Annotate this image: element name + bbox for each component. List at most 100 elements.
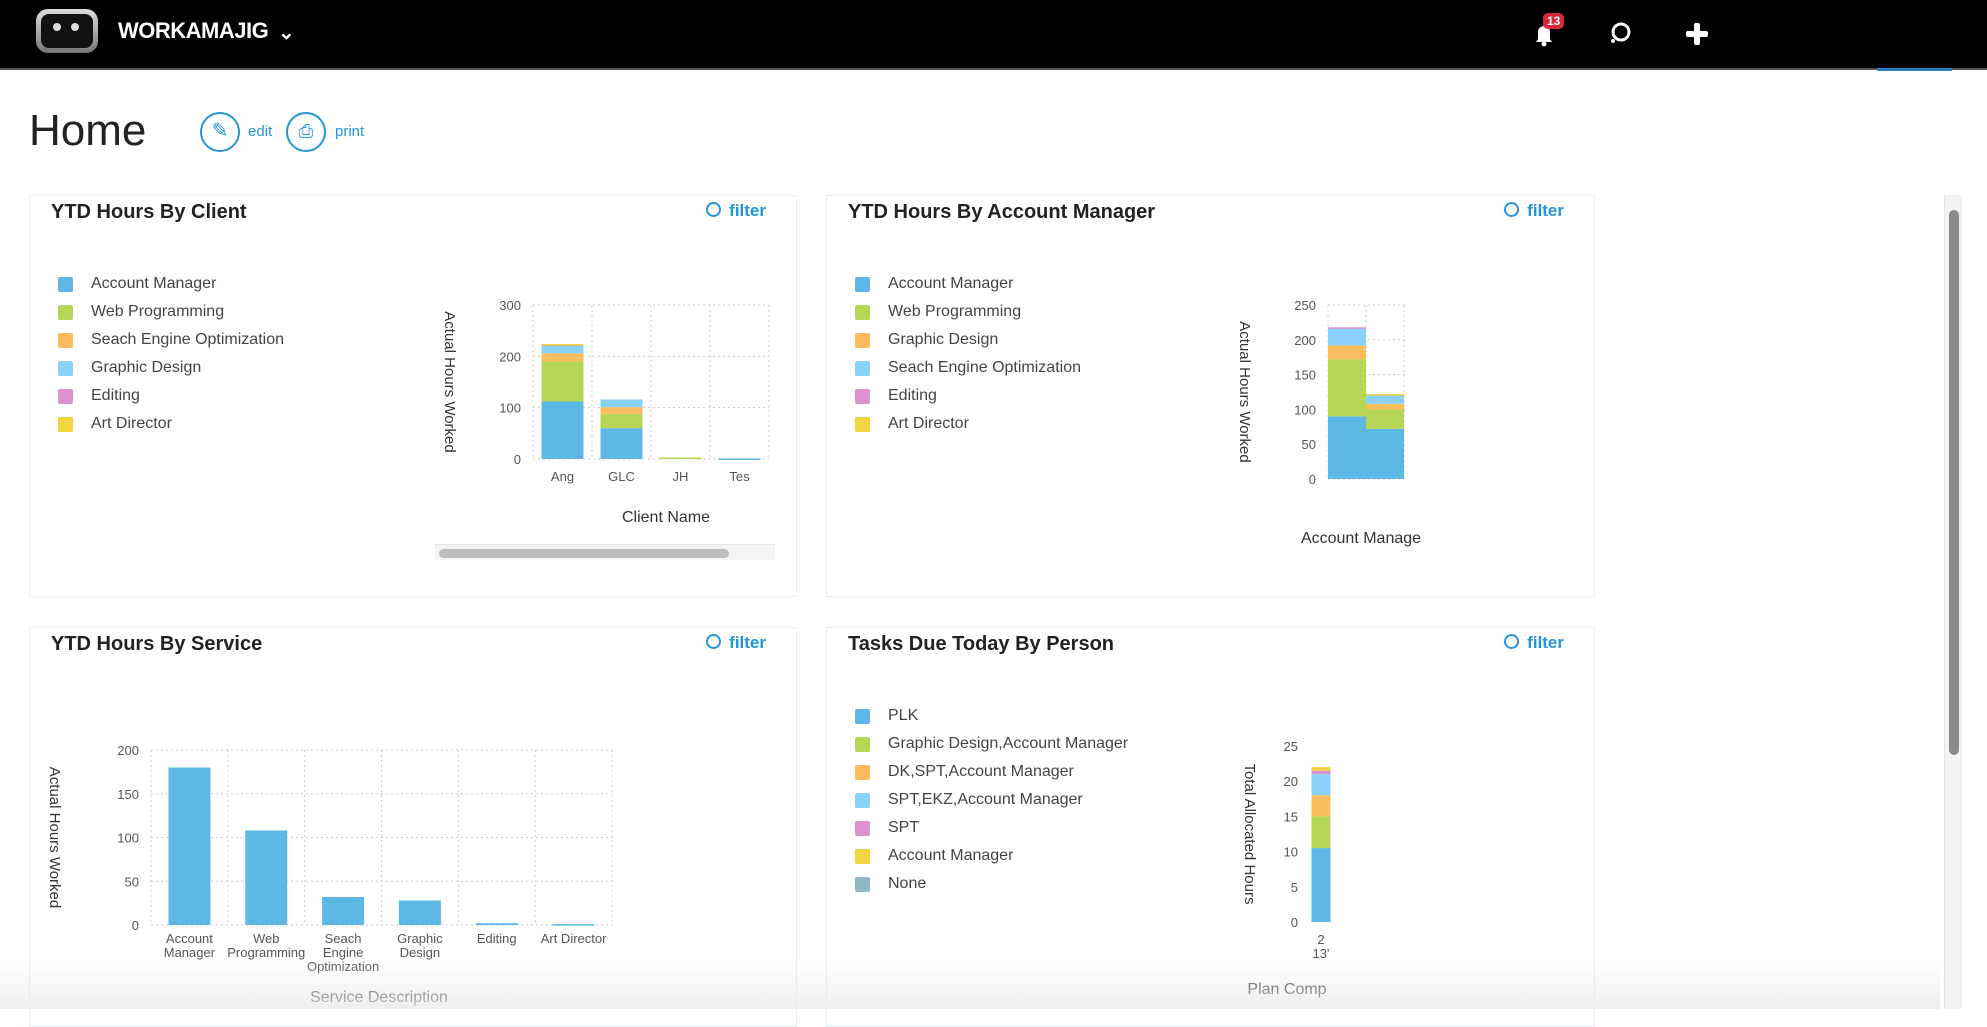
bar-segment	[659, 457, 702, 459]
bar-segment	[600, 413, 643, 429]
y-tick-label: 200	[117, 743, 139, 758]
panel-ytd-hours-by-client: YTD Hours By Client filter Account Manag…	[29, 195, 797, 597]
panel-ytd-hours-by-account-manager: YTD Hours By Account Manager filter Acco…	[826, 195, 1595, 597]
vertical-scrollbar[interactable]	[1944, 195, 1962, 1009]
notification-badge: 13	[1543, 13, 1565, 29]
legend-item[interactable]: Seach Engine Optimization	[58, 326, 284, 354]
legend-item[interactable]: Web Programming	[855, 298, 1081, 326]
y-tick-label: 50	[125, 874, 139, 889]
bar-segment	[475, 923, 518, 925]
filter-label: filter	[729, 201, 766, 220]
bar-segment	[541, 401, 584, 459]
bar-segment	[541, 353, 584, 362]
legend-item[interactable]: PLK	[855, 702, 1128, 730]
legend-item[interactable]: Editing	[855, 382, 1081, 410]
bar-segment	[1328, 416, 1366, 479]
filter-button[interactable]: filter	[706, 201, 766, 221]
bar-segment	[1366, 428, 1404, 479]
filter-button[interactable]: filter	[1504, 633, 1564, 653]
bar-segment	[1366, 409, 1404, 429]
bar-segment	[1328, 359, 1366, 417]
legend-swatch	[855, 360, 870, 376]
legend-item[interactable]: Editing	[58, 382, 284, 410]
legend-swatch	[855, 876, 870, 892]
legend-label: Graphic Design	[888, 331, 999, 348]
legend-swatch	[855, 388, 870, 404]
bar-segment	[1311, 848, 1331, 922]
legend-label: Graphic Design	[91, 359, 202, 376]
search-icon[interactable]	[1604, 18, 1636, 50]
legend-swatch	[855, 416, 870, 432]
legend-label: Web Programming	[888, 303, 1022, 320]
brand-name[interactable]: WORKAMAJIG	[118, 18, 269, 43]
legend-label: PLK	[888, 707, 919, 724]
workamajig-logo[interactable]	[36, 9, 98, 53]
bar-segment	[1328, 328, 1366, 346]
bar-segment	[1311, 770, 1331, 775]
chart-ytd-hours-by-client: 0 100 200 300 Actual Hours Worked Client Name…	[441, 298, 770, 526]
panel-tasks-due-today-by-person: Tasks Due Today By Person filter PLK Grap…	[826, 627, 1595, 1027]
y-tick-label: 250	[1294, 298, 1316, 313]
legend-item[interactable]: Account Manager	[58, 270, 284, 298]
y-tick-label: 150	[117, 787, 139, 802]
legend-item[interactable]: Account Manager	[855, 842, 1128, 870]
filter-label: filter	[1527, 201, 1564, 220]
horizontal-scrollbar[interactable]	[435, 544, 775, 560]
legend-item[interactable]: SPT,EKZ,Account Manager	[855, 786, 1128, 814]
y-tick-label: 10	[1284, 845, 1298, 860]
legend-item[interactable]: Graphic Design	[855, 326, 1081, 354]
chart-ytd-hours-by-service: 0 50 100 150 200 Actual Hours Worked Service D…	[46, 743, 613, 1006]
bar-segment	[1311, 774, 1331, 796]
legend-item[interactable]: SPT	[855, 814, 1128, 842]
legend-item[interactable]: Account Manager	[855, 270, 1081, 298]
top-nav-bar: WORKAMAJIG ⌄ 13	[0, 0, 1987, 71]
legend-item[interactable]: Seach Engine Optimization	[855, 354, 1081, 382]
legend-label: Account Manager	[888, 847, 1014, 864]
legend-item[interactable]: Graphic Design	[58, 354, 284, 382]
x-tick-label: Account	[166, 931, 213, 946]
legend-item[interactable]: Graphic Design,Account Manager	[855, 730, 1128, 758]
legend-label: DK,SPT,Account Manager	[888, 763, 1074, 780]
y-axis-title: Actual Hours Worked	[46, 767, 63, 908]
panel-title: YTD Hours By Client	[51, 201, 247, 223]
edit-pencil-icon[interactable]: ✎	[200, 112, 240, 152]
x-tick-label: Seach	[325, 931, 362, 946]
legend-item[interactable]: DK,SPT,Account Manager	[855, 758, 1128, 786]
y-tick-label: 15	[1284, 809, 1298, 824]
x-tick-label: Art Director	[541, 931, 607, 946]
y-tick-label: 20	[1284, 774, 1298, 789]
legend-swatch	[855, 332, 870, 348]
filter-label: filter	[729, 633, 766, 652]
plus-icon[interactable]	[1681, 18, 1713, 50]
chevron-down-icon[interactable]: ⌄	[278, 22, 295, 44]
legend-item[interactable]: None	[855, 870, 1128, 898]
scrollbar-thumb[interactable]	[439, 549, 729, 558]
print-button[interactable]: print	[335, 123, 365, 140]
x-tick-label: Programming	[227, 945, 305, 960]
y-tick-label: 0	[1309, 472, 1316, 487]
filter-button[interactable]: filter	[706, 633, 766, 653]
print-icon[interactable]: ⎙	[286, 112, 326, 152]
edit-button[interactable]: edit	[248, 123, 273, 140]
legend-item[interactable]: Art Director	[58, 410, 284, 438]
y-tick-label: 150	[1294, 368, 1316, 383]
y-tick-label: 100	[1294, 402, 1316, 417]
y-tick-label: 100	[499, 401, 521, 416]
legend-swatch	[58, 416, 73, 432]
bell-icon[interactable]	[1528, 18, 1560, 50]
x-axis-title: Service Description	[310, 989, 448, 1006]
y-axis-title: Actual Hours Worked	[441, 311, 458, 452]
legend-item[interactable]: Art Director	[855, 410, 1081, 438]
x-tick-label: 13'	[1313, 946, 1330, 961]
legend-label: Editing	[888, 387, 937, 404]
legend-label: Seach Engine Optimization	[888, 359, 1081, 376]
scrollbar-thumb[interactable]	[1949, 210, 1959, 755]
bar-segment	[541, 345, 584, 354]
filter-button[interactable]: filter	[1504, 201, 1564, 221]
legend-label: Seach Engine Optimization	[91, 331, 284, 348]
x-tick-label: GLC	[608, 469, 635, 484]
legend-item[interactable]: Web Programming	[58, 298, 284, 326]
bar-segment	[600, 399, 643, 408]
y-tick-label: 25	[1284, 739, 1298, 754]
x-tick-label: 2	[1317, 932, 1324, 947]
